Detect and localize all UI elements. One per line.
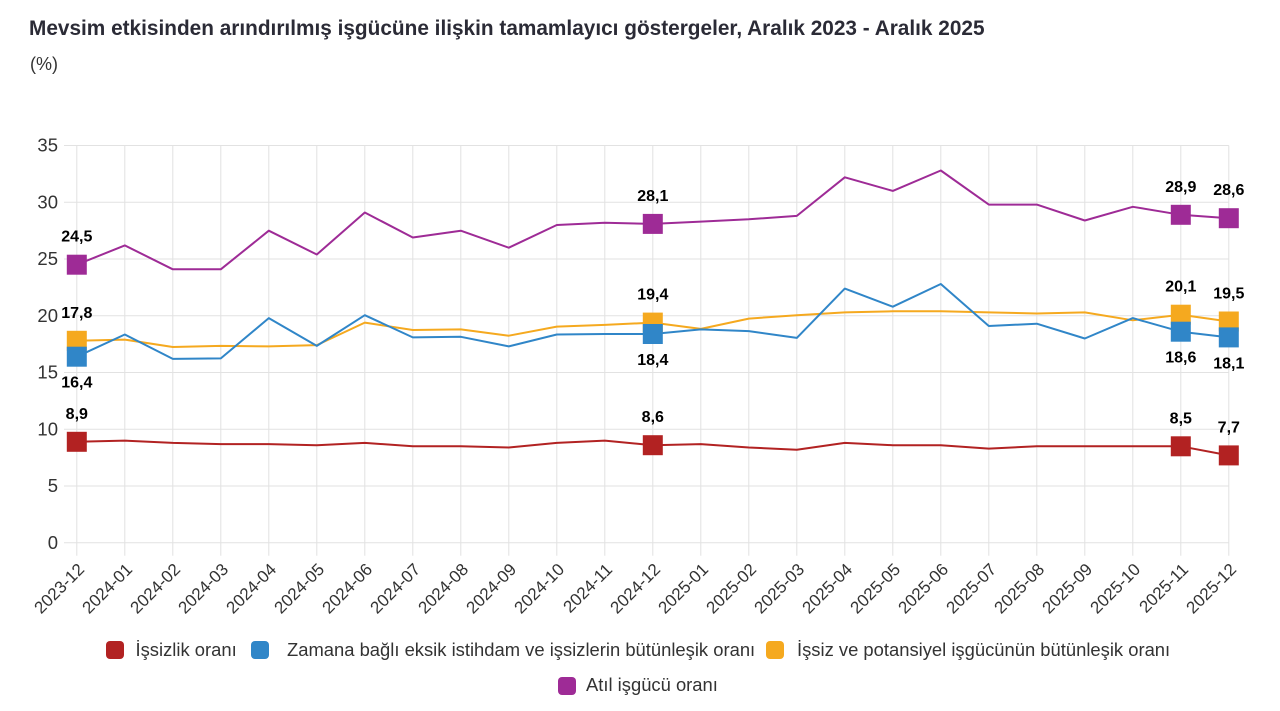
svg-text:0: 0	[48, 532, 58, 553]
svg-text:2024-04: 2024-04	[223, 560, 281, 618]
svg-text:2025-10: 2025-10	[1087, 560, 1145, 618]
svg-text:28,1: 28,1	[637, 188, 668, 205]
svg-text:2025-01: 2025-01	[655, 560, 713, 618]
svg-text:8,9: 8,9	[66, 406, 88, 423]
svg-text:2024-02: 2024-02	[127, 560, 185, 618]
svg-text:2025-11: 2025-11	[1135, 560, 1192, 617]
svg-text:35: 35	[37, 135, 58, 156]
svg-text:5: 5	[48, 475, 58, 496]
svg-text:2025-08: 2025-08	[991, 560, 1049, 618]
svg-text:15: 15	[37, 362, 58, 383]
svg-text:2024-09: 2024-09	[463, 560, 521, 618]
svg-text:2023-12: 2023-12	[31, 560, 89, 618]
svg-text:10: 10	[37, 418, 58, 439]
svg-text:28,6: 28,6	[1213, 182, 1244, 199]
svg-text:20: 20	[37, 305, 58, 326]
svg-text:16,4: 16,4	[61, 375, 92, 392]
svg-text:2025-12: 2025-12	[1183, 560, 1241, 618]
svg-text:2024-11: 2024-11	[559, 560, 616, 617]
svg-text:2024-01: 2024-01	[79, 560, 137, 618]
svg-text:28,9: 28,9	[1165, 179, 1196, 196]
svg-text:2024-08: 2024-08	[415, 560, 473, 618]
svg-text:2025-06: 2025-06	[895, 560, 953, 618]
svg-text:2024-07: 2024-07	[367, 560, 425, 618]
svg-text:2024-03: 2024-03	[175, 560, 233, 618]
svg-text:30: 30	[37, 191, 58, 212]
svg-text:2024-06: 2024-06	[319, 560, 377, 618]
svg-text:2024-12: 2024-12	[607, 560, 665, 618]
svg-text:17,8: 17,8	[61, 305, 92, 322]
svg-text:2025-09: 2025-09	[1039, 560, 1097, 618]
svg-text:2025-07: 2025-07	[943, 560, 1001, 618]
svg-text:18,4: 18,4	[637, 352, 668, 369]
svg-text:8,6: 8,6	[642, 409, 664, 426]
svg-text:2025-05: 2025-05	[847, 560, 905, 618]
svg-text:20,1: 20,1	[1165, 279, 1196, 296]
svg-text:2025-04: 2025-04	[799, 560, 857, 618]
svg-text:25: 25	[37, 248, 58, 269]
svg-text:7,7: 7,7	[1218, 419, 1240, 436]
svg-text:19,5: 19,5	[1213, 286, 1244, 303]
svg-text:18,1: 18,1	[1213, 355, 1244, 372]
svg-text:2025-02: 2025-02	[703, 560, 761, 618]
svg-text:2024-10: 2024-10	[511, 560, 569, 618]
svg-text:19,4: 19,4	[637, 287, 668, 304]
svg-text:2025-03: 2025-03	[751, 560, 809, 618]
svg-text:2024-05: 2024-05	[271, 560, 329, 618]
svg-text:8,5: 8,5	[1170, 410, 1192, 427]
svg-text:18,6: 18,6	[1165, 350, 1196, 367]
svg-text:24,5: 24,5	[61, 229, 92, 246]
